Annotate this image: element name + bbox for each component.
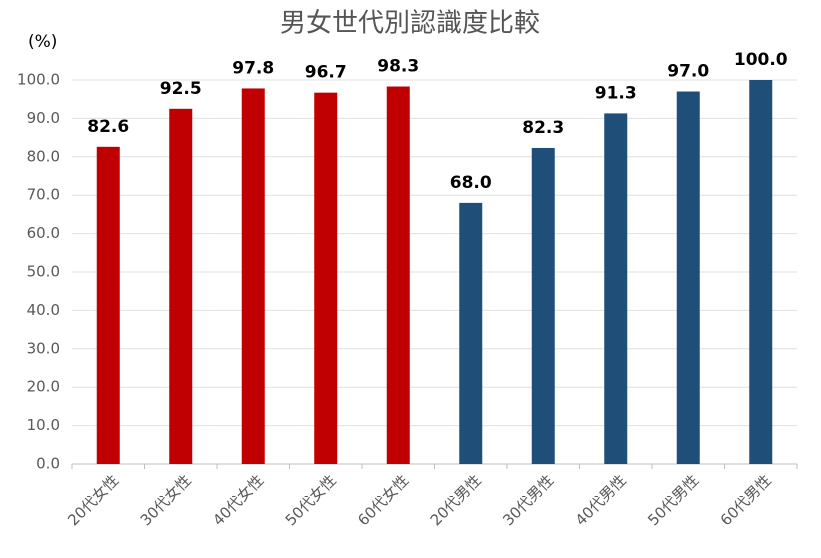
- bar: [676, 91, 700, 465]
- y-axis-label: (%): [28, 32, 57, 52]
- y-tick-label: 80.0: [27, 147, 60, 165]
- y-tick-label: 40.0: [27, 301, 60, 319]
- value-label: 97.0: [667, 62, 709, 82]
- value-label: 82.6: [87, 117, 129, 137]
- bar: [386, 86, 410, 464]
- value-label: 91.3: [595, 83, 637, 103]
- y-tick-label: 100.0: [17, 71, 60, 89]
- x-tick-label: 60代男性: [717, 471, 775, 529]
- x-tick-label: 40代男性: [572, 471, 630, 529]
- x-tick-label: 60代女性: [354, 471, 412, 529]
- x-tick-label: 30代女性: [137, 471, 195, 529]
- y-tick-label: 10.0: [27, 416, 60, 434]
- bar: [96, 146, 120, 465]
- x-tick-label: 20代男性: [427, 471, 485, 529]
- x-tick-label: 20代女性: [64, 471, 122, 529]
- y-tick-label: 30.0: [27, 339, 60, 357]
- y-tick-label: 50.0: [27, 263, 60, 281]
- value-label: 96.7: [305, 63, 347, 83]
- bar: [531, 147, 555, 464]
- bar: [169, 108, 193, 465]
- y-tick-label: 0.0: [36, 455, 60, 473]
- value-label: 97.8: [232, 58, 274, 78]
- bar: [604, 113, 628, 465]
- value-label: 98.3: [377, 57, 419, 77]
- value-label: 82.3: [522, 118, 564, 138]
- chart-title: 男女世代別認識度比較: [280, 9, 540, 39]
- value-label: 68.0: [450, 173, 492, 193]
- x-tick-label: 30代男性: [499, 471, 557, 529]
- x-tick-label: 50代女性: [282, 471, 340, 529]
- x-tick-label: 50代男性: [644, 471, 702, 529]
- bar: [314, 92, 338, 464]
- value-label: 100.0: [734, 50, 788, 70]
- y-tick-label: 20.0: [27, 378, 60, 396]
- bar: [749, 80, 773, 464]
- y-tick-label: 90.0: [27, 109, 60, 127]
- value-label: 92.5: [160, 79, 202, 99]
- y-tick-label: 70.0: [27, 186, 60, 204]
- bar: [241, 88, 265, 464]
- bar: [459, 202, 483, 464]
- x-tick-label: 40代女性: [209, 471, 267, 529]
- y-tick-label: 60.0: [27, 224, 60, 242]
